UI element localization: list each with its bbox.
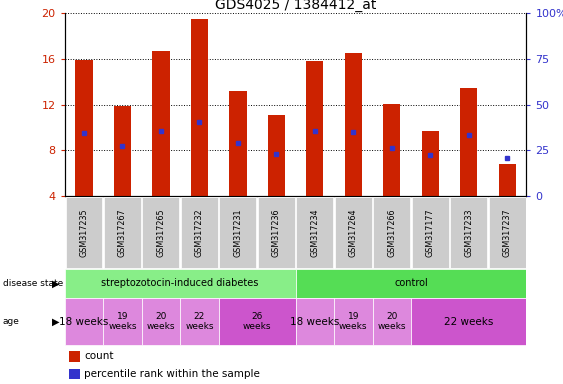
FancyBboxPatch shape — [296, 269, 526, 298]
Text: GSM317267: GSM317267 — [118, 208, 127, 257]
FancyBboxPatch shape — [180, 298, 218, 345]
Text: GSM317237: GSM317237 — [503, 208, 512, 257]
Bar — [422, 131, 439, 196]
Text: GSM317265: GSM317265 — [157, 208, 166, 257]
Text: age: age — [3, 317, 20, 326]
Text: ▶: ▶ — [52, 278, 59, 288]
Bar — [114, 106, 131, 196]
Bar — [152, 51, 169, 196]
FancyBboxPatch shape — [142, 298, 180, 345]
Text: control: control — [394, 278, 428, 288]
FancyBboxPatch shape — [335, 197, 372, 268]
Bar — [460, 88, 477, 196]
FancyBboxPatch shape — [450, 197, 487, 268]
FancyBboxPatch shape — [65, 269, 296, 298]
FancyBboxPatch shape — [142, 197, 180, 268]
FancyBboxPatch shape — [373, 197, 410, 268]
Text: GSM317232: GSM317232 — [195, 208, 204, 257]
Text: GSM317234: GSM317234 — [310, 208, 319, 257]
Text: 19
weeks: 19 weeks — [339, 312, 368, 331]
Bar — [75, 60, 93, 196]
Bar — [69, 369, 79, 379]
FancyBboxPatch shape — [220, 197, 256, 268]
Text: ▶: ▶ — [52, 317, 59, 327]
Text: streptozotocin-induced diabetes: streptozotocin-induced diabetes — [101, 278, 259, 288]
Title: GDS4025 / 1384412_at: GDS4025 / 1384412_at — [215, 0, 376, 12]
FancyBboxPatch shape — [411, 298, 526, 345]
Text: GSM317235: GSM317235 — [79, 208, 88, 257]
Text: 18 weeks: 18 weeks — [290, 316, 339, 327]
Text: 20
weeks: 20 weeks — [147, 312, 175, 331]
FancyBboxPatch shape — [258, 197, 295, 268]
Text: count: count — [84, 351, 114, 361]
FancyBboxPatch shape — [489, 197, 526, 268]
Text: 26
weeks: 26 weeks — [243, 312, 271, 331]
Text: GSM317233: GSM317233 — [464, 208, 473, 257]
Text: GSM317177: GSM317177 — [426, 208, 435, 257]
Text: 20
weeks: 20 weeks — [378, 312, 406, 331]
Text: 19
weeks: 19 weeks — [108, 312, 137, 331]
Bar — [383, 104, 400, 196]
Text: 18 weeks: 18 weeks — [59, 316, 109, 327]
Bar — [191, 19, 208, 196]
Text: 22
weeks: 22 weeks — [185, 312, 213, 331]
Bar — [306, 61, 324, 196]
FancyBboxPatch shape — [65, 298, 103, 345]
FancyBboxPatch shape — [412, 197, 449, 268]
Text: GSM317266: GSM317266 — [387, 208, 396, 257]
Bar — [345, 53, 362, 196]
Text: disease state: disease state — [3, 279, 63, 288]
Text: GSM317264: GSM317264 — [349, 208, 358, 257]
Text: GSM317231: GSM317231 — [234, 208, 242, 257]
FancyBboxPatch shape — [218, 298, 296, 345]
FancyBboxPatch shape — [373, 298, 411, 345]
Bar — [267, 115, 285, 196]
FancyBboxPatch shape — [181, 197, 218, 268]
Text: 22 weeks: 22 weeks — [444, 316, 493, 327]
FancyBboxPatch shape — [65, 197, 102, 268]
FancyBboxPatch shape — [104, 197, 141, 268]
FancyBboxPatch shape — [296, 298, 334, 345]
Text: GSM317236: GSM317236 — [272, 208, 281, 257]
FancyBboxPatch shape — [296, 197, 333, 268]
FancyBboxPatch shape — [103, 298, 142, 345]
Bar — [229, 91, 247, 196]
FancyBboxPatch shape — [334, 298, 373, 345]
Bar — [69, 351, 79, 362]
Text: percentile rank within the sample: percentile rank within the sample — [84, 369, 260, 379]
Bar — [498, 164, 516, 196]
